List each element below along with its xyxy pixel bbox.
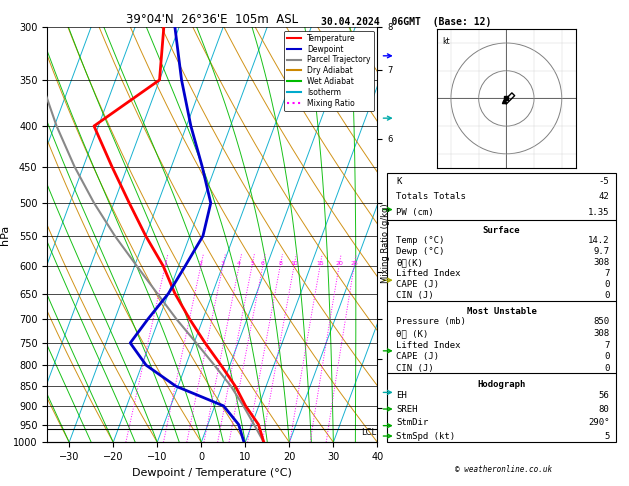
Text: LCL: LCL [361,428,376,437]
Text: θᴇ(K): θᴇ(K) [396,258,423,267]
Y-axis label: km
ASL: km ASL [395,235,409,254]
Text: kt: kt [443,37,450,47]
Text: 15: 15 [316,261,324,266]
Text: 0: 0 [604,280,610,289]
Text: EH: EH [396,391,407,400]
Text: 14.2: 14.2 [588,236,610,245]
Text: 6: 6 [261,261,265,266]
Text: 0: 0 [604,291,610,300]
Text: 2: 2 [199,261,203,266]
Text: 0: 0 [604,352,610,361]
Text: K: K [396,177,401,186]
Text: 9.7: 9.7 [593,247,610,256]
Text: Dewp (°C): Dewp (°C) [396,247,445,256]
Title: 39°04'N  26°36'E  105m  ASL: 39°04'N 26°36'E 105m ASL [126,13,298,26]
Text: Lifted Index: Lifted Index [396,269,460,278]
Text: StmDir: StmDir [396,418,428,427]
Text: SREH: SREH [396,405,418,414]
Text: Pressure (mb): Pressure (mb) [396,317,466,327]
Text: PW (cm): PW (cm) [396,208,433,217]
Text: CIN (J): CIN (J) [396,291,433,300]
Text: -5: -5 [599,177,610,186]
Text: 42: 42 [599,192,610,201]
Y-axis label: hPa: hPa [0,225,10,244]
Text: 8: 8 [278,261,282,266]
Text: 4: 4 [237,261,241,266]
Text: 7: 7 [604,269,610,278]
Text: © weatheronline.co.uk: © weatheronline.co.uk [455,465,552,474]
Text: 0: 0 [604,364,610,373]
Text: θᴇ (K): θᴇ (K) [396,329,428,338]
Text: Mixing Ratio (g/kg): Mixing Ratio (g/kg) [381,203,390,283]
Text: 850: 850 [593,317,610,327]
Text: Temp (°C): Temp (°C) [396,236,445,245]
Text: StmSpd (kt): StmSpd (kt) [396,432,455,441]
Text: 5: 5 [604,432,610,441]
Text: 30.04.2024  06GMT  (Base: 12): 30.04.2024 06GMT (Base: 12) [321,17,491,27]
Text: Most Unstable: Most Unstable [467,308,537,316]
Text: 20: 20 [335,261,343,266]
Text: 56: 56 [599,391,610,400]
Text: Surface: Surface [483,226,520,236]
Text: Hodograph: Hodograph [477,380,526,389]
Text: 290°: 290° [588,418,610,427]
Text: Lifted Index: Lifted Index [396,341,460,349]
Text: CIN (J): CIN (J) [396,364,433,373]
Legend: Temperature, Dewpoint, Parcel Trajectory, Dry Adiabat, Wet Adiabat, Isotherm, Mi: Temperature, Dewpoint, Parcel Trajectory… [284,31,374,111]
Text: Totals Totals: Totals Totals [396,192,466,201]
X-axis label: Dewpoint / Temperature (°C): Dewpoint / Temperature (°C) [132,468,292,478]
Text: CAPE (J): CAPE (J) [396,352,439,361]
Text: 308: 308 [593,329,610,338]
Text: 7: 7 [604,341,610,349]
Text: 3: 3 [221,261,225,266]
Text: 10: 10 [290,261,298,266]
Text: 80: 80 [599,405,610,414]
Text: 5: 5 [250,261,254,266]
Text: 1.35: 1.35 [588,208,610,217]
Text: 1: 1 [163,261,167,266]
Text: 25: 25 [350,261,358,266]
Text: CAPE (J): CAPE (J) [396,280,439,289]
Text: 308: 308 [593,258,610,267]
